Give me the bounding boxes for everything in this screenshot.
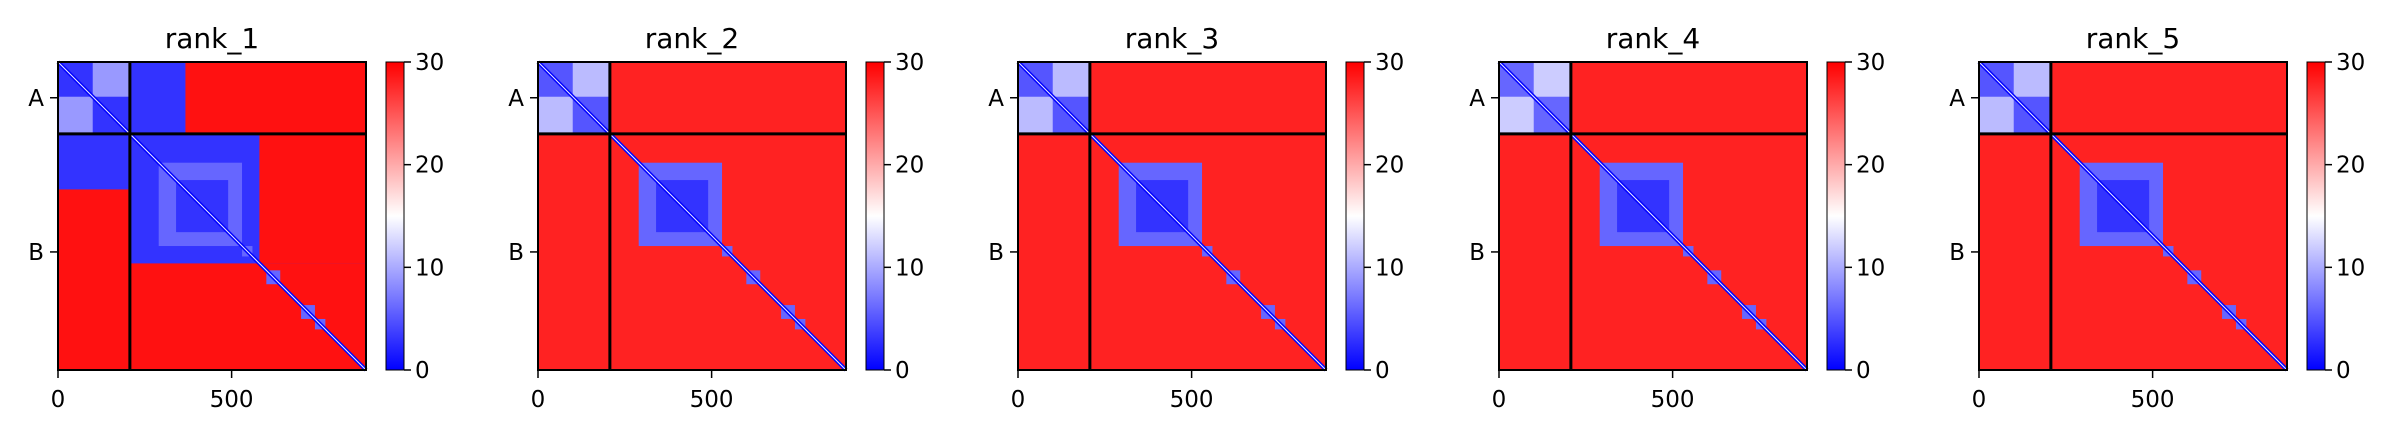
colorbar-tick-label: 0: [2336, 358, 2351, 384]
y-tick-label: A: [28, 86, 44, 112]
panel-title: rank_4: [1606, 22, 1700, 55]
colorbar-tick-label: 10: [895, 255, 924, 281]
x-tick-label: 0: [1492, 387, 1507, 413]
heatmap-panel-1: rank_1 0 500 A B 0 10 20 30: [28, 22, 444, 413]
ab-far-region: [185, 62, 366, 134]
colorbar-tick-label: 0: [1375, 358, 1390, 384]
axes-frame: [1017, 61, 1327, 371]
x-tick-label: 0: [51, 387, 66, 413]
colorbar-tick-label: 0: [895, 358, 910, 384]
b-far-region: [259, 133, 366, 264]
heatmap-panel-5: rank_5 0 500 A B 0 10 20 30: [1949, 22, 2365, 413]
colorbar-tick-label: 20: [415, 153, 444, 179]
y-tick-label: A: [508, 86, 524, 112]
colorbar: [865, 61, 885, 371]
colorbar: [385, 61, 405, 371]
x-tick-label: 500: [1170, 387, 1214, 413]
colorbar-tick-label: 10: [1375, 255, 1404, 281]
y-tick-label: B: [1949, 240, 1965, 266]
colorbar-tick-label: 10: [1856, 255, 1885, 281]
diagonal-highlight: [1498, 61, 1808, 371]
axes-frame: [537, 61, 847, 371]
x-tick-label: 0: [1011, 387, 1026, 413]
colorbar-tick-label: 30: [2336, 50, 2365, 76]
colorbar-tick-label: 20: [1856, 153, 1885, 179]
panel-title: rank_5: [2086, 22, 2180, 55]
b-far-region: [129, 263, 366, 370]
panel-title: rank_1: [165, 22, 259, 55]
x-tick-label: 500: [210, 387, 254, 413]
colorbar-tick-label: 10: [415, 255, 444, 281]
x-tick-label: 0: [1972, 387, 1987, 413]
heatmap-panel-3: rank_3 0 500 A B 0 10 20 30: [988, 22, 1404, 413]
colorbar-tick-label: 20: [1375, 153, 1404, 179]
colorbar-tick-label: 30: [415, 50, 444, 76]
colorbar-tick-label: 10: [2336, 255, 2365, 281]
panel-title: rank_2: [645, 22, 739, 55]
diagonal-highlight: [57, 61, 367, 371]
y-tick-label: B: [988, 240, 1004, 266]
axes-frame: [1978, 61, 2288, 371]
y-tick-label: B: [1469, 240, 1485, 266]
heatmap-panel-4: rank_4 0 500 A B 0 10 20 30: [1469, 22, 1885, 413]
x-tick-label: 500: [2131, 387, 2175, 413]
colorbar-tick-label: 0: [415, 358, 430, 384]
y-tick-label: A: [988, 86, 1004, 112]
colorbar-tick-label: 30: [895, 50, 924, 76]
y-tick-label: B: [28, 240, 44, 266]
colorbar-tick-label: 30: [1375, 50, 1404, 76]
x-tick-label: 500: [1651, 387, 1695, 413]
colorbar-tick-label: 20: [895, 153, 924, 179]
colorbar: [1826, 61, 1846, 371]
diagonal-highlight: [1978, 61, 2288, 371]
x-tick-label: 500: [690, 387, 734, 413]
panel-title: rank_3: [1125, 22, 1219, 55]
colorbar-tick-label: 30: [1856, 50, 1885, 76]
diagonal-highlight: [1017, 61, 1327, 371]
heatmap-panel-2: rank_2 0 500 A B 0 10 20 30: [508, 22, 924, 413]
colorbar: [2306, 61, 2326, 371]
y-tick-label: A: [1949, 86, 1965, 112]
colorbar: [1345, 61, 1365, 371]
colorbar-tick-label: 0: [1856, 358, 1871, 384]
axes-frame: [57, 61, 367, 371]
colorbar-tick-label: 20: [2336, 153, 2365, 179]
axes-frame: [1498, 61, 1808, 371]
ab-cross-block: [58, 135, 130, 188]
y-tick-label: A: [1469, 86, 1485, 112]
diagonal-highlight: [537, 61, 847, 371]
ab-far-region: [58, 189, 130, 370]
x-tick-label: 0: [531, 387, 546, 413]
ab-cross-block: [131, 62, 184, 134]
y-tick-label: B: [508, 240, 524, 266]
